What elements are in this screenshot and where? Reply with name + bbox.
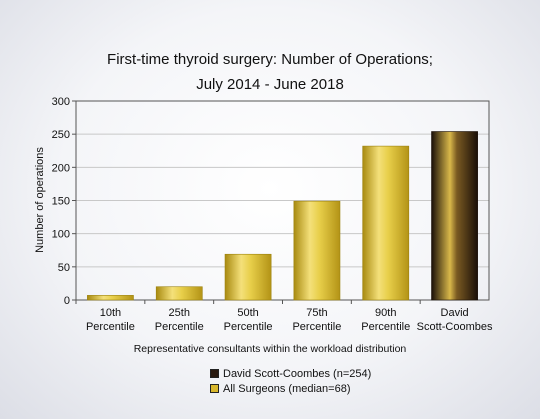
legend-swatch-highlight bbox=[210, 369, 219, 378]
x-tick-label: 50th bbox=[237, 307, 258, 319]
x-tick-label: 10th bbox=[100, 307, 121, 319]
bar-highlight bbox=[431, 131, 478, 301]
y-tick-label: 300 bbox=[52, 96, 70, 108]
x-tick-label: 75th bbox=[306, 307, 327, 319]
grid bbox=[76, 133, 489, 268]
y-tick-label: 150 bbox=[52, 196, 70, 208]
x-tick-label: Percentile bbox=[86, 321, 135, 333]
y-tick-label: 100 bbox=[52, 229, 70, 241]
bar bbox=[224, 253, 272, 301]
bar bbox=[155, 286, 203, 301]
legend-swatch-all-surgeons bbox=[210, 384, 219, 393]
x-tick-label: 90th bbox=[375, 307, 396, 319]
bar bbox=[87, 295, 134, 301]
y-tick-label: 250 bbox=[52, 129, 70, 141]
legend-item-all-surgeons: All Surgeons (median=68) bbox=[210, 381, 371, 396]
x-tick-label: Percentile bbox=[155, 321, 204, 333]
x-axis-label: Representative consultants within the wo… bbox=[134, 343, 407, 355]
bars bbox=[87, 131, 478, 301]
x-tick-label: Percentile bbox=[292, 321, 341, 333]
bar bbox=[362, 145, 410, 301]
legend-label-all-surgeons: All Surgeons (median=68) bbox=[223, 382, 351, 395]
x-axis: 10th Percentile 25th Percentile 50th Percenti… bbox=[75, 300, 493, 333]
y-tick-label: 200 bbox=[52, 162, 70, 174]
y-axis: 0 50 100 150 200 250 300 bbox=[52, 96, 76, 307]
y-tick-label: 0 bbox=[64, 295, 70, 307]
x-tick-label: Scott-Coombes bbox=[417, 321, 493, 333]
x-tick-label: Percentile bbox=[224, 321, 273, 333]
chart-title-line-1: First-time thyroid surgery: Number of Op… bbox=[107, 51, 433, 68]
x-tick-label: 25th bbox=[169, 307, 190, 319]
legend-label-highlight: David Scott-Coombes (n=254) bbox=[223, 367, 372, 380]
bar bbox=[293, 200, 341, 301]
x-tick-label: David bbox=[441, 307, 469, 319]
y-tick-label: 50 bbox=[58, 262, 70, 274]
chart-title-line-2: July 2014 - June 2018 bbox=[196, 76, 344, 93]
x-tick-label: Percentile bbox=[361, 321, 410, 333]
y-axis-label: Number of operations bbox=[34, 147, 46, 253]
legend: David Scott-Coombes (n=254) All Surgeons… bbox=[210, 366, 371, 396]
legend-item-highlight: David Scott-Coombes (n=254) bbox=[210, 366, 371, 381]
